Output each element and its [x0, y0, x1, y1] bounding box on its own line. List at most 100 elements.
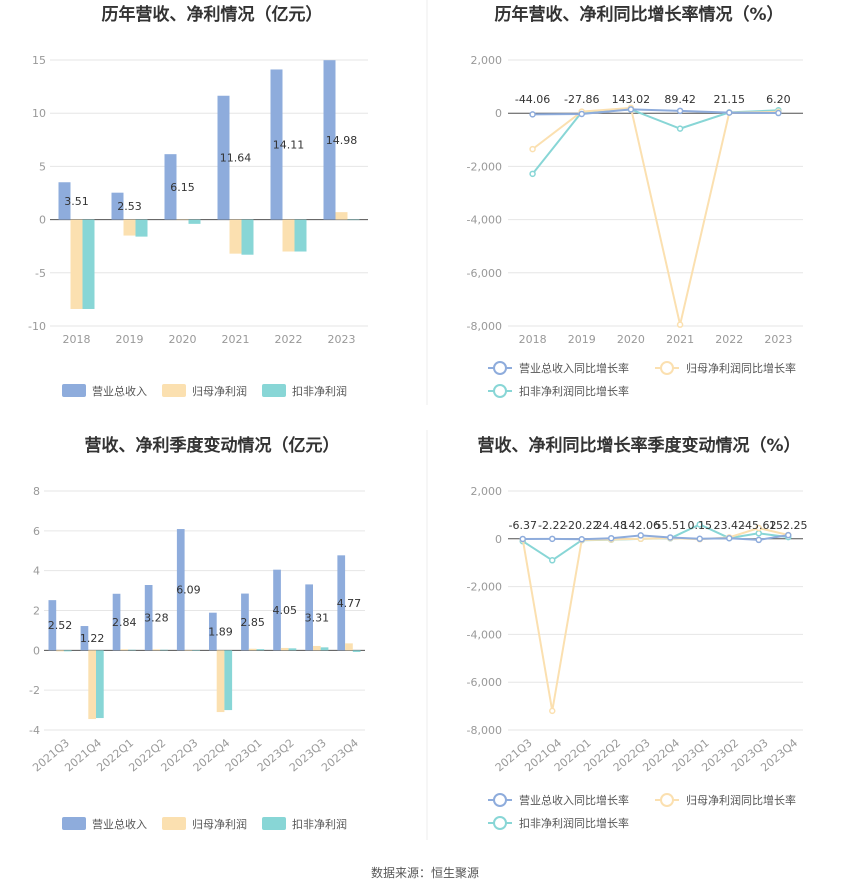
y-tick-label: 2 — [33, 605, 40, 618]
legend-label: 扣非净利润同比增长率 — [519, 384, 629, 398]
x-tick-label: 2021 — [666, 333, 694, 346]
source-text: 数据来源：恒生聚源 — [371, 865, 479, 880]
legend-swatch — [262, 384, 286, 397]
series-line-2 — [521, 527, 789, 712]
bar-value-label: 14.98 — [326, 134, 358, 147]
bar-3 — [224, 650, 233, 711]
series-point — [726, 109, 733, 116]
bar-2 — [120, 649, 129, 651]
series-point — [755, 536, 762, 544]
chart-3: 营收、净利季度变动情况（亿元）86420-2-42021Q32021Q42022… — [29, 435, 365, 831]
bar-3 — [288, 648, 297, 651]
legend-marker — [660, 793, 674, 807]
series-point — [549, 707, 556, 715]
bar-value-label: 3.31 — [305, 611, 330, 624]
x-tick-label: 2022 — [275, 333, 303, 346]
y-tick-label: -4,000 — [467, 214, 502, 227]
legend-marker — [660, 361, 674, 375]
legend-label: 归母净利润同比增长率 — [686, 361, 796, 375]
chart-title: 营收、净利同比增长率季度变动情况（%） — [477, 435, 800, 456]
legend-label: 扣非净利润 — [292, 817, 347, 831]
line-value-label: -45.62 — [741, 519, 776, 532]
line-value-label: -44.06 — [515, 93, 550, 106]
x-tick-label: 2022 — [715, 333, 743, 346]
bar-1 — [111, 192, 124, 220]
x-tick-label: 2019 — [568, 333, 596, 346]
legend-marker — [493, 361, 507, 375]
series-point — [519, 535, 526, 543]
bar-3 — [188, 219, 201, 224]
y-tick-label: -8,000 — [467, 724, 502, 737]
bar-3 — [135, 219, 148, 237]
y-tick-label: -5 — [35, 267, 46, 280]
y-tick-label: 2,000 — [471, 54, 503, 67]
series-point — [549, 535, 556, 543]
legend-label: 营业总收入 — [92, 384, 147, 398]
line-value-label: 24.48 — [596, 519, 628, 532]
bar-3 — [256, 649, 265, 651]
y-tick-label: 8 — [33, 485, 40, 498]
series-point — [676, 107, 684, 115]
bar-1 — [217, 95, 230, 220]
legend-marker — [493, 793, 507, 807]
bar-1 — [323, 60, 336, 220]
y-tick-label: -6,000 — [467, 676, 502, 689]
line-value-label: -20.22 — [564, 519, 599, 532]
bar-value-label: 14.11 — [273, 139, 305, 152]
y-tick-label: 0 — [39, 214, 46, 227]
bar-1 — [270, 69, 283, 220]
legend-swatch — [162, 817, 186, 830]
bar-3 — [160, 649, 168, 651]
bar-3 — [82, 219, 95, 309]
bar-3 — [294, 219, 307, 252]
legend-label: 扣非净利润同比增长率 — [519, 816, 629, 830]
bar-2 — [216, 650, 225, 713]
bar-3 — [128, 649, 136, 651]
bar-2 — [176, 219, 189, 221]
bar-2 — [56, 650, 64, 652]
bar-value-label: 6.15 — [170, 181, 195, 194]
bar-value-label: 3.28 — [144, 612, 169, 625]
bar-2 — [335, 212, 348, 220]
chart-title: 营收、净利季度变动情况（亿元） — [85, 435, 340, 456]
legend-marker — [493, 384, 507, 398]
series-point — [637, 532, 644, 539]
bar-1 — [241, 593, 249, 651]
y-tick-label: 0 — [495, 533, 502, 546]
y-tick-label: 5 — [39, 160, 46, 173]
bar-3 — [192, 650, 201, 651]
bar-value-label: 2.52 — [48, 619, 73, 632]
legend-swatch — [162, 384, 186, 397]
y-tick-label: 0 — [33, 644, 40, 657]
legend-swatch — [62, 384, 86, 397]
bar-1 — [80, 626, 89, 651]
bar-3 — [320, 647, 329, 651]
x-tick-label: 2018 — [519, 333, 547, 346]
legend-label: 营业总收入同比增长率 — [519, 793, 629, 807]
legend-label: 营业总收入 — [92, 817, 147, 831]
bar-2 — [312, 645, 321, 651]
bar-value-label: 2.85 — [240, 616, 265, 629]
bar-1 — [144, 585, 153, 651]
series-point — [676, 125, 684, 132]
series-point — [627, 106, 635, 113]
line-value-label: 142.06 — [622, 519, 661, 532]
bar-2 — [123, 219, 136, 236]
series-point — [726, 534, 733, 542]
series-point — [696, 521, 703, 528]
y-tick-label: -4 — [29, 724, 40, 737]
chart-4: 营收、净利同比增长率季度变动情况（%） 2,000 0 -2,000 -4,000 -6,… — [467, 435, 808, 830]
bar-value-label: 11.64 — [220, 152, 252, 165]
line-value-label: 0.15 — [688, 519, 713, 532]
y-tick-label: -10 — [28, 320, 46, 333]
bar-1 — [58, 182, 71, 220]
series-line-1 — [532, 108, 779, 116]
bar-2 — [70, 219, 83, 309]
x-tick-label: 2020 — [169, 333, 197, 346]
y-tick-label: 0 — [495, 107, 502, 120]
legend-label: 归母净利润 — [192, 817, 247, 831]
bar-1 — [112, 593, 121, 651]
bar-2 — [280, 647, 289, 651]
bar-value-label: 4.77 — [337, 597, 362, 610]
